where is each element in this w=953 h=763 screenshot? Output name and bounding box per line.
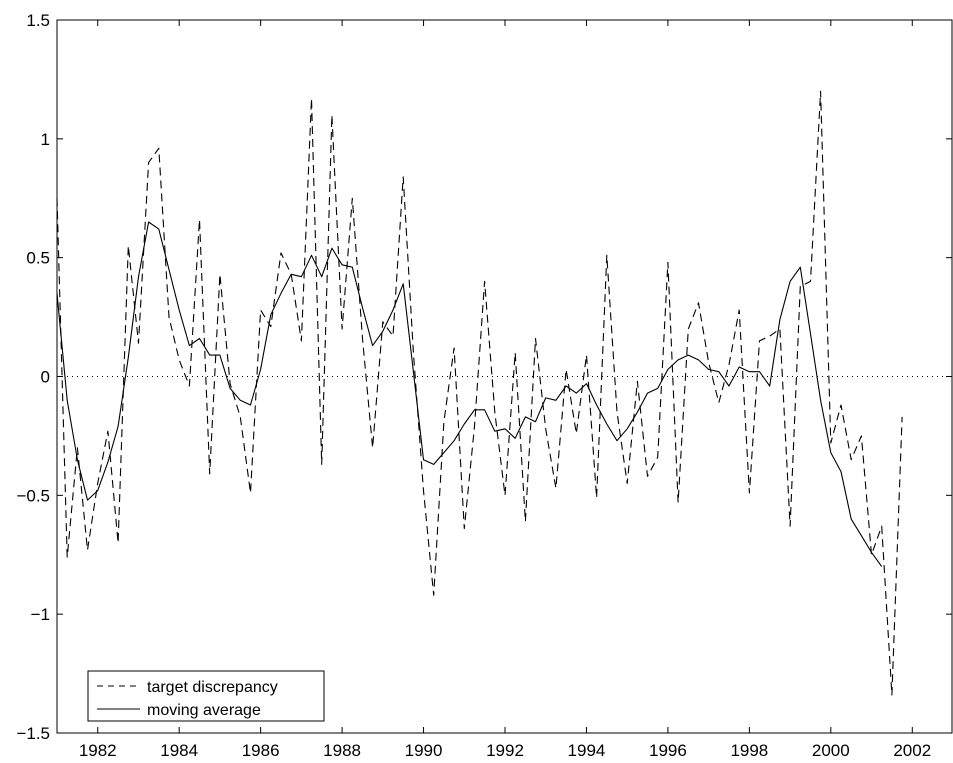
x-tick-label: 1990 [405, 741, 443, 760]
x-tick-label: 2000 [812, 741, 850, 760]
y-tick-label: 0.5 [26, 249, 50, 268]
y-tick-label: 0 [41, 368, 50, 387]
x-tick-label: 1998 [730, 741, 768, 760]
x-tick-label: 1988 [323, 741, 361, 760]
x-tick-label: 1996 [649, 741, 687, 760]
x-tick-label: 1994 [568, 741, 606, 760]
legend-label-target-discrepancy: target discrepancy [147, 679, 278, 696]
y-tick-label: −1.5 [16, 724, 50, 743]
legend-box [87, 670, 325, 722]
x-tick-label: 2002 [893, 741, 931, 760]
x-axis: 1982 1984 1986 1988 1990 1992 1994 1996 1998 2000… [79, 20, 931, 760]
x-tick-label: 1982 [79, 741, 117, 760]
series-line-moving-average [56, 221, 883, 567]
series-layer [56, 90, 903, 696]
y-tick-label: 1 [41, 130, 50, 149]
y-tick-label: −0.5 [16, 486, 50, 505]
x-tick-label: 1986 [242, 741, 280, 760]
x-tick-label: 1984 [160, 741, 198, 760]
y-tick-label: 1.5 [26, 11, 50, 30]
legend: target discrepancy moving average [87, 670, 325, 722]
legend-label-moving-average: moving average [147, 702, 261, 719]
y-tick-label: −1 [31, 605, 50, 624]
y-axis: −1.5 −1 −0.5 0 0.5 1 1.5 [16, 11, 952, 743]
series-line-target-discrepancy [56, 90, 903, 696]
x-tick-label: 1992 [486, 741, 524, 760]
